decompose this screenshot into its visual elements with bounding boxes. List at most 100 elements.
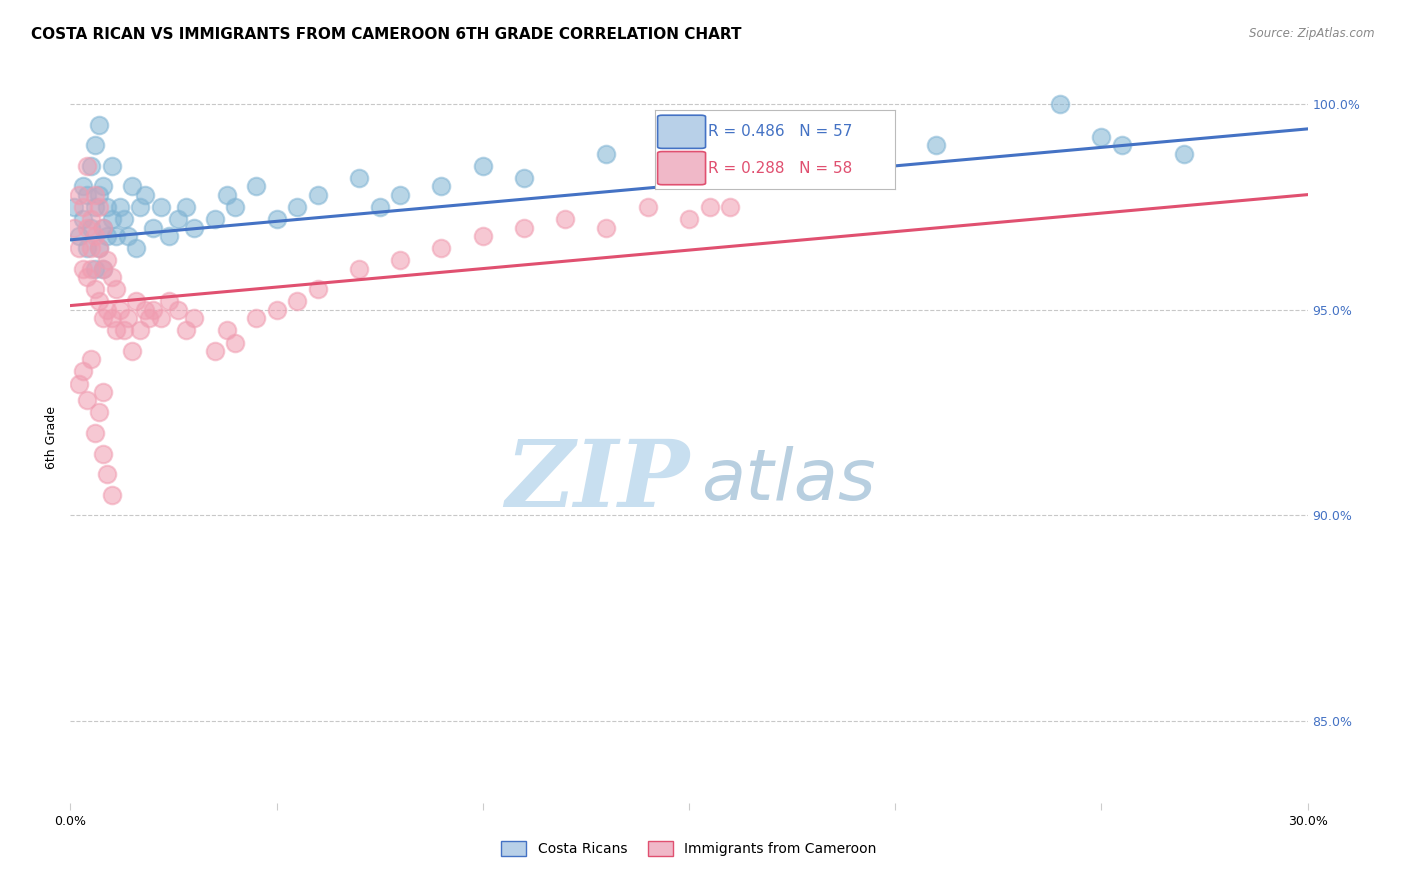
Point [166, 302, 188, 317]
Point [67, 228, 90, 243]
Point [266, 212, 288, 227]
Point [1049, 97, 1071, 112]
Point [174, 200, 197, 214]
Point [91, 310, 114, 325]
Point [100, 487, 122, 501]
Point [129, 323, 152, 337]
Point [96, 467, 118, 481]
Point [125, 294, 148, 309]
Point [72, 261, 94, 276]
Point [1111, 138, 1133, 153]
Point [67, 376, 90, 391]
Point [699, 200, 721, 214]
Point [150, 200, 173, 214]
FancyBboxPatch shape [658, 152, 706, 185]
Point [157, 294, 180, 309]
Point [117, 228, 139, 243]
Point [266, 302, 288, 317]
Y-axis label: 6th Grade: 6th Grade [45, 406, 59, 468]
Point [84, 425, 107, 440]
Point [1090, 130, 1112, 145]
Point [67, 241, 90, 255]
Point [80, 220, 103, 235]
Point [104, 228, 127, 243]
Point [91, 261, 114, 276]
Point [430, 241, 453, 255]
Point [125, 241, 148, 255]
Point [76, 241, 98, 255]
Point [471, 228, 494, 243]
Text: R = 0.288   N = 58: R = 0.288 N = 58 [709, 161, 852, 176]
Point [96, 253, 118, 268]
Point [142, 302, 165, 317]
Point [117, 310, 139, 325]
Point [104, 282, 127, 296]
Point [215, 187, 238, 202]
Point [112, 323, 135, 337]
Point [76, 393, 98, 408]
Point [84, 228, 107, 243]
Text: Source: ZipAtlas.com: Source: ZipAtlas.com [1250, 27, 1375, 40]
Point [100, 269, 122, 284]
Point [121, 179, 143, 194]
Point [183, 310, 205, 325]
Point [138, 310, 160, 325]
Point [761, 138, 783, 153]
Point [80, 261, 103, 276]
Point [89, 200, 111, 214]
Point [63, 200, 86, 214]
Point [368, 200, 391, 214]
Point [108, 200, 131, 214]
Point [678, 212, 700, 227]
Point [91, 220, 114, 235]
Point [157, 228, 180, 243]
Legend: Costa Ricans, Immigrants from Cameroon: Costa Ricans, Immigrants from Cameroon [496, 836, 882, 862]
Point [72, 200, 94, 214]
Point [72, 212, 94, 227]
Point [347, 261, 370, 276]
Point [174, 323, 197, 337]
Point [89, 118, 111, 132]
Point [84, 187, 107, 202]
Point [91, 446, 114, 460]
Point [84, 200, 107, 214]
Point [513, 171, 536, 186]
Point [245, 179, 267, 194]
Point [91, 384, 114, 399]
Point [142, 220, 165, 235]
Point [513, 220, 536, 235]
Point [96, 200, 118, 214]
FancyBboxPatch shape [658, 115, 706, 148]
Point [166, 212, 188, 227]
Point [80, 212, 103, 227]
Point [307, 282, 329, 296]
Point [84, 261, 107, 276]
Point [76, 220, 98, 235]
Point [204, 212, 226, 227]
Point [430, 179, 453, 194]
Point [89, 294, 111, 309]
Point [91, 220, 114, 235]
Point [925, 138, 948, 153]
Point [471, 159, 494, 173]
Point [80, 241, 103, 255]
Point [842, 146, 865, 161]
Point [76, 187, 98, 202]
Point [285, 200, 308, 214]
Point [224, 335, 246, 350]
Point [96, 228, 118, 243]
Point [72, 364, 94, 378]
Point [72, 179, 94, 194]
Point [112, 212, 135, 227]
Point [84, 282, 107, 296]
Point [347, 171, 370, 186]
Text: atlas: atlas [702, 447, 876, 516]
Point [389, 187, 412, 202]
Point [183, 220, 205, 235]
Point [100, 310, 122, 325]
Point [89, 187, 111, 202]
Point [389, 253, 412, 268]
Point [108, 302, 131, 317]
Point [104, 323, 127, 337]
Point [67, 187, 90, 202]
